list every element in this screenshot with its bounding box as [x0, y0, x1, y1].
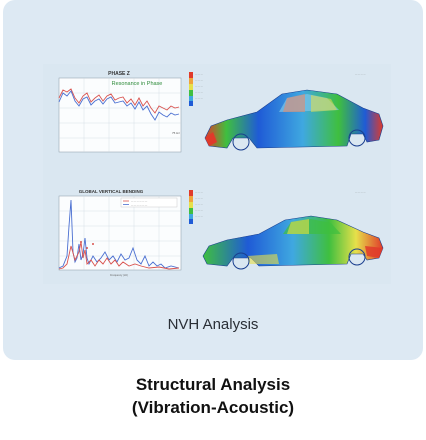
svg-text:— — —: — — — — [195, 98, 204, 100]
svg-text:— — —: — — — — [195, 74, 204, 76]
svg-text:— — — —: — — — — — [355, 192, 366, 194]
svg-text:— — —: — — — — [195, 198, 204, 200]
svg-text:— — — — — —: — — — — — — — [131, 201, 148, 203]
phase-z-blue-line — [58, 90, 180, 121]
svg-text:— — —: — — — — [195, 92, 204, 94]
card-label: NVH Analysis — [167, 316, 259, 333]
phase-z-red-line — [58, 88, 180, 114]
nvh-analysis-card[interactable]: PHASE Z Resonance in Phase 75 Hz — [3, 0, 423, 360]
fea-car-top: — — — — — — — — — — — — — — — — — — — — [189, 72, 384, 151]
svg-text:— — —: — — — — [195, 216, 204, 218]
global-vertical-bending-plot: GLOBAL VERTICAL BENDING — — — — — — — — … — [58, 189, 182, 277]
svg-text:— — —: — — — — [195, 86, 204, 88]
caption-title: Structural Analysis (Vibration-Acoustic) — [0, 373, 426, 419]
svg-text:— — — — — —: — — — — — — — [131, 205, 148, 207]
svg-text:Frequency (Hz): Frequency (Hz) — [110, 273, 128, 277]
svg-text:— — —: — — — — [195, 80, 204, 82]
nvh-analysis-image: PHASE Z Resonance in Phase 75 Hz — [43, 64, 391, 284]
bending-plot-title: GLOBAL VERTICAL BENDING — [79, 189, 144, 194]
svg-text:— — — —: — — — — — [355, 74, 366, 76]
caption-line-2: (Vibration-Acoustic) — [131, 398, 295, 417]
phase-z-plot: PHASE Z Resonance in Phase 75 Hz — [58, 71, 182, 153]
svg-text:— — —: — — — — [195, 204, 204, 206]
bending-red-line — [58, 241, 180, 270]
svg-text:— — —: — — — — [195, 192, 204, 194]
caption-line-1: Structural Analysis — [135, 375, 291, 394]
svg-text:75 Hz: 75 Hz — [172, 131, 180, 135]
phase-z-title: PHASE Z — [108, 71, 130, 77]
svg-text:— — —: — — — — [195, 210, 204, 212]
fea-car-bottom: — — — — — — — — — — — — — — — — — — — — [189, 190, 384, 270]
resonance-annotation: Resonance in Phase — [112, 81, 163, 87]
